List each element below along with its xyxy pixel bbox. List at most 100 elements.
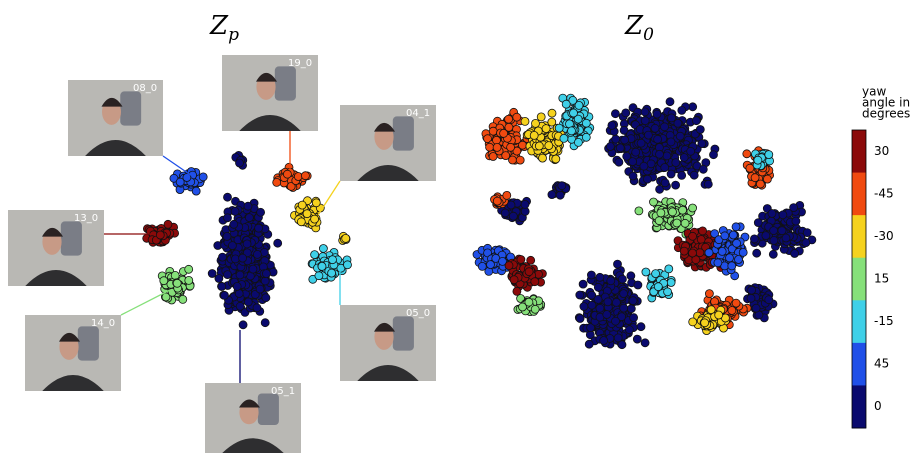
point (520, 117, 530, 126)
point (518, 302, 527, 312)
point (628, 157, 637, 167)
point (575, 290, 585, 300)
point (620, 135, 630, 145)
photo-hair (374, 322, 395, 332)
point (768, 249, 778, 259)
point (731, 222, 741, 232)
point (593, 294, 603, 304)
point (230, 254, 240, 264)
point (530, 304, 540, 314)
point (227, 241, 237, 251)
colorbar-label: 45 (874, 357, 889, 371)
point (551, 154, 561, 164)
point (703, 179, 713, 189)
point (184, 275, 194, 285)
point (161, 292, 171, 302)
point (252, 249, 262, 259)
photo-label: 04_1 (406, 108, 430, 119)
point (488, 126, 498, 136)
point (801, 238, 811, 248)
point (652, 109, 662, 119)
point (568, 96, 578, 105)
point (483, 134, 493, 144)
point (223, 270, 232, 280)
point (781, 233, 791, 243)
point (673, 118, 683, 128)
point (688, 231, 697, 241)
point (713, 258, 723, 268)
point (680, 218, 690, 228)
point (745, 163, 755, 173)
point (617, 340, 627, 350)
point (751, 303, 761, 313)
point (587, 270, 596, 280)
point (555, 190, 565, 200)
point (662, 151, 672, 161)
photo-label: 05_0 (406, 308, 430, 319)
photo-label: 14_0 (91, 318, 115, 329)
point (599, 336, 609, 345)
point (717, 246, 727, 256)
point (746, 293, 756, 303)
point (727, 306, 737, 315)
point (175, 177, 185, 187)
point (223, 192, 232, 202)
point (587, 300, 597, 310)
point (526, 255, 536, 265)
point (756, 179, 765, 189)
point (547, 108, 557, 118)
colorbar-label: 15 (874, 272, 889, 286)
point (698, 226, 707, 236)
point (628, 296, 638, 306)
point (660, 178, 670, 188)
point (163, 219, 173, 229)
colorbar-label: 30 (874, 144, 889, 158)
point (611, 316, 620, 326)
point (547, 190, 557, 200)
point (223, 213, 232, 223)
point (518, 140, 527, 150)
point (170, 270, 180, 280)
point (569, 108, 578, 118)
photo-hair (42, 227, 63, 237)
point (579, 302, 589, 311)
point (504, 114, 514, 124)
point (538, 153, 547, 163)
point (697, 139, 707, 149)
point (678, 205, 687, 215)
point (629, 313, 638, 323)
point (314, 271, 324, 281)
point (230, 206, 240, 216)
photo-hair (101, 97, 123, 107)
point (214, 274, 224, 283)
point (607, 121, 617, 130)
point (671, 180, 680, 190)
colorbar-segment (852, 342, 866, 386)
point (302, 209, 312, 219)
point (547, 117, 557, 127)
colorbar-segment (852, 172, 866, 216)
point (802, 228, 812, 238)
point (220, 290, 229, 300)
point (651, 269, 660, 279)
point (660, 122, 669, 132)
point (297, 200, 307, 210)
point (764, 295, 774, 305)
point (255, 284, 265, 294)
point (586, 323, 595, 333)
point (238, 320, 248, 330)
point (790, 249, 799, 258)
point (222, 231, 232, 241)
point (182, 173, 192, 182)
point (229, 219, 239, 229)
photo-label: 13_0 (74, 213, 98, 224)
point (747, 285, 756, 295)
point (621, 108, 631, 118)
photo-chair (257, 393, 279, 425)
point (485, 142, 495, 152)
point (761, 231, 771, 241)
point (235, 270, 245, 280)
arrow (317, 180, 341, 216)
title-main: Z (624, 11, 644, 41)
point (531, 119, 540, 128)
